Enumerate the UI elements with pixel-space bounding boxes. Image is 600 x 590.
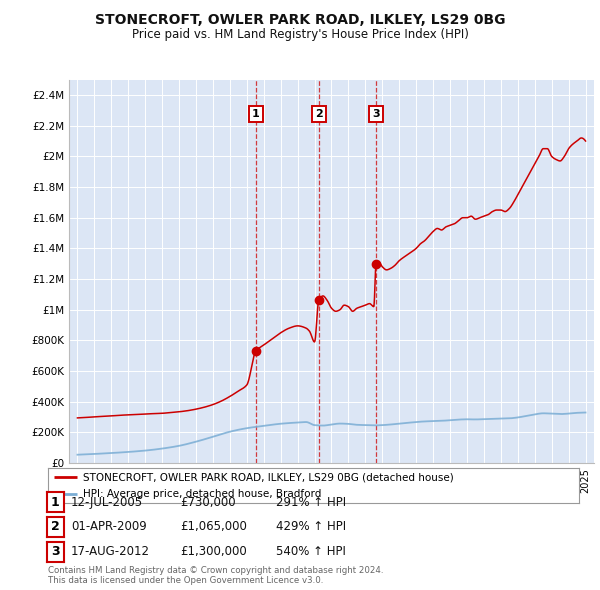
Text: STONECROFT, OWLER PARK ROAD, ILKLEY, LS29 0BG: STONECROFT, OWLER PARK ROAD, ILKLEY, LS2… — [95, 13, 505, 27]
Text: 291% ↑ HPI: 291% ↑ HPI — [276, 496, 346, 509]
Text: 3: 3 — [372, 109, 380, 119]
Text: £1,300,000: £1,300,000 — [180, 545, 247, 558]
Text: 540% ↑ HPI: 540% ↑ HPI — [276, 545, 346, 558]
Text: HPI: Average price, detached house, Bradford: HPI: Average price, detached house, Brad… — [83, 489, 321, 499]
Text: Contains HM Land Registry data © Crown copyright and database right 2024.
This d: Contains HM Land Registry data © Crown c… — [48, 566, 383, 585]
Text: £1,065,000: £1,065,000 — [180, 520, 247, 533]
Text: 01-APR-2009: 01-APR-2009 — [71, 520, 146, 533]
Text: 2: 2 — [315, 109, 323, 119]
Text: Price paid vs. HM Land Registry's House Price Index (HPI): Price paid vs. HM Land Registry's House … — [131, 28, 469, 41]
Text: 429% ↑ HPI: 429% ↑ HPI — [276, 520, 346, 533]
Text: 17-AUG-2012: 17-AUG-2012 — [71, 545, 150, 558]
Text: 1: 1 — [51, 496, 59, 509]
Text: 2: 2 — [51, 520, 59, 533]
Text: STONECROFT, OWLER PARK ROAD, ILKLEY, LS29 0BG (detached house): STONECROFT, OWLER PARK ROAD, ILKLEY, LS2… — [83, 472, 453, 482]
Text: 1: 1 — [252, 109, 260, 119]
Text: £730,000: £730,000 — [180, 496, 236, 509]
Text: 3: 3 — [51, 545, 59, 558]
Text: 12-JUL-2005: 12-JUL-2005 — [71, 496, 143, 509]
